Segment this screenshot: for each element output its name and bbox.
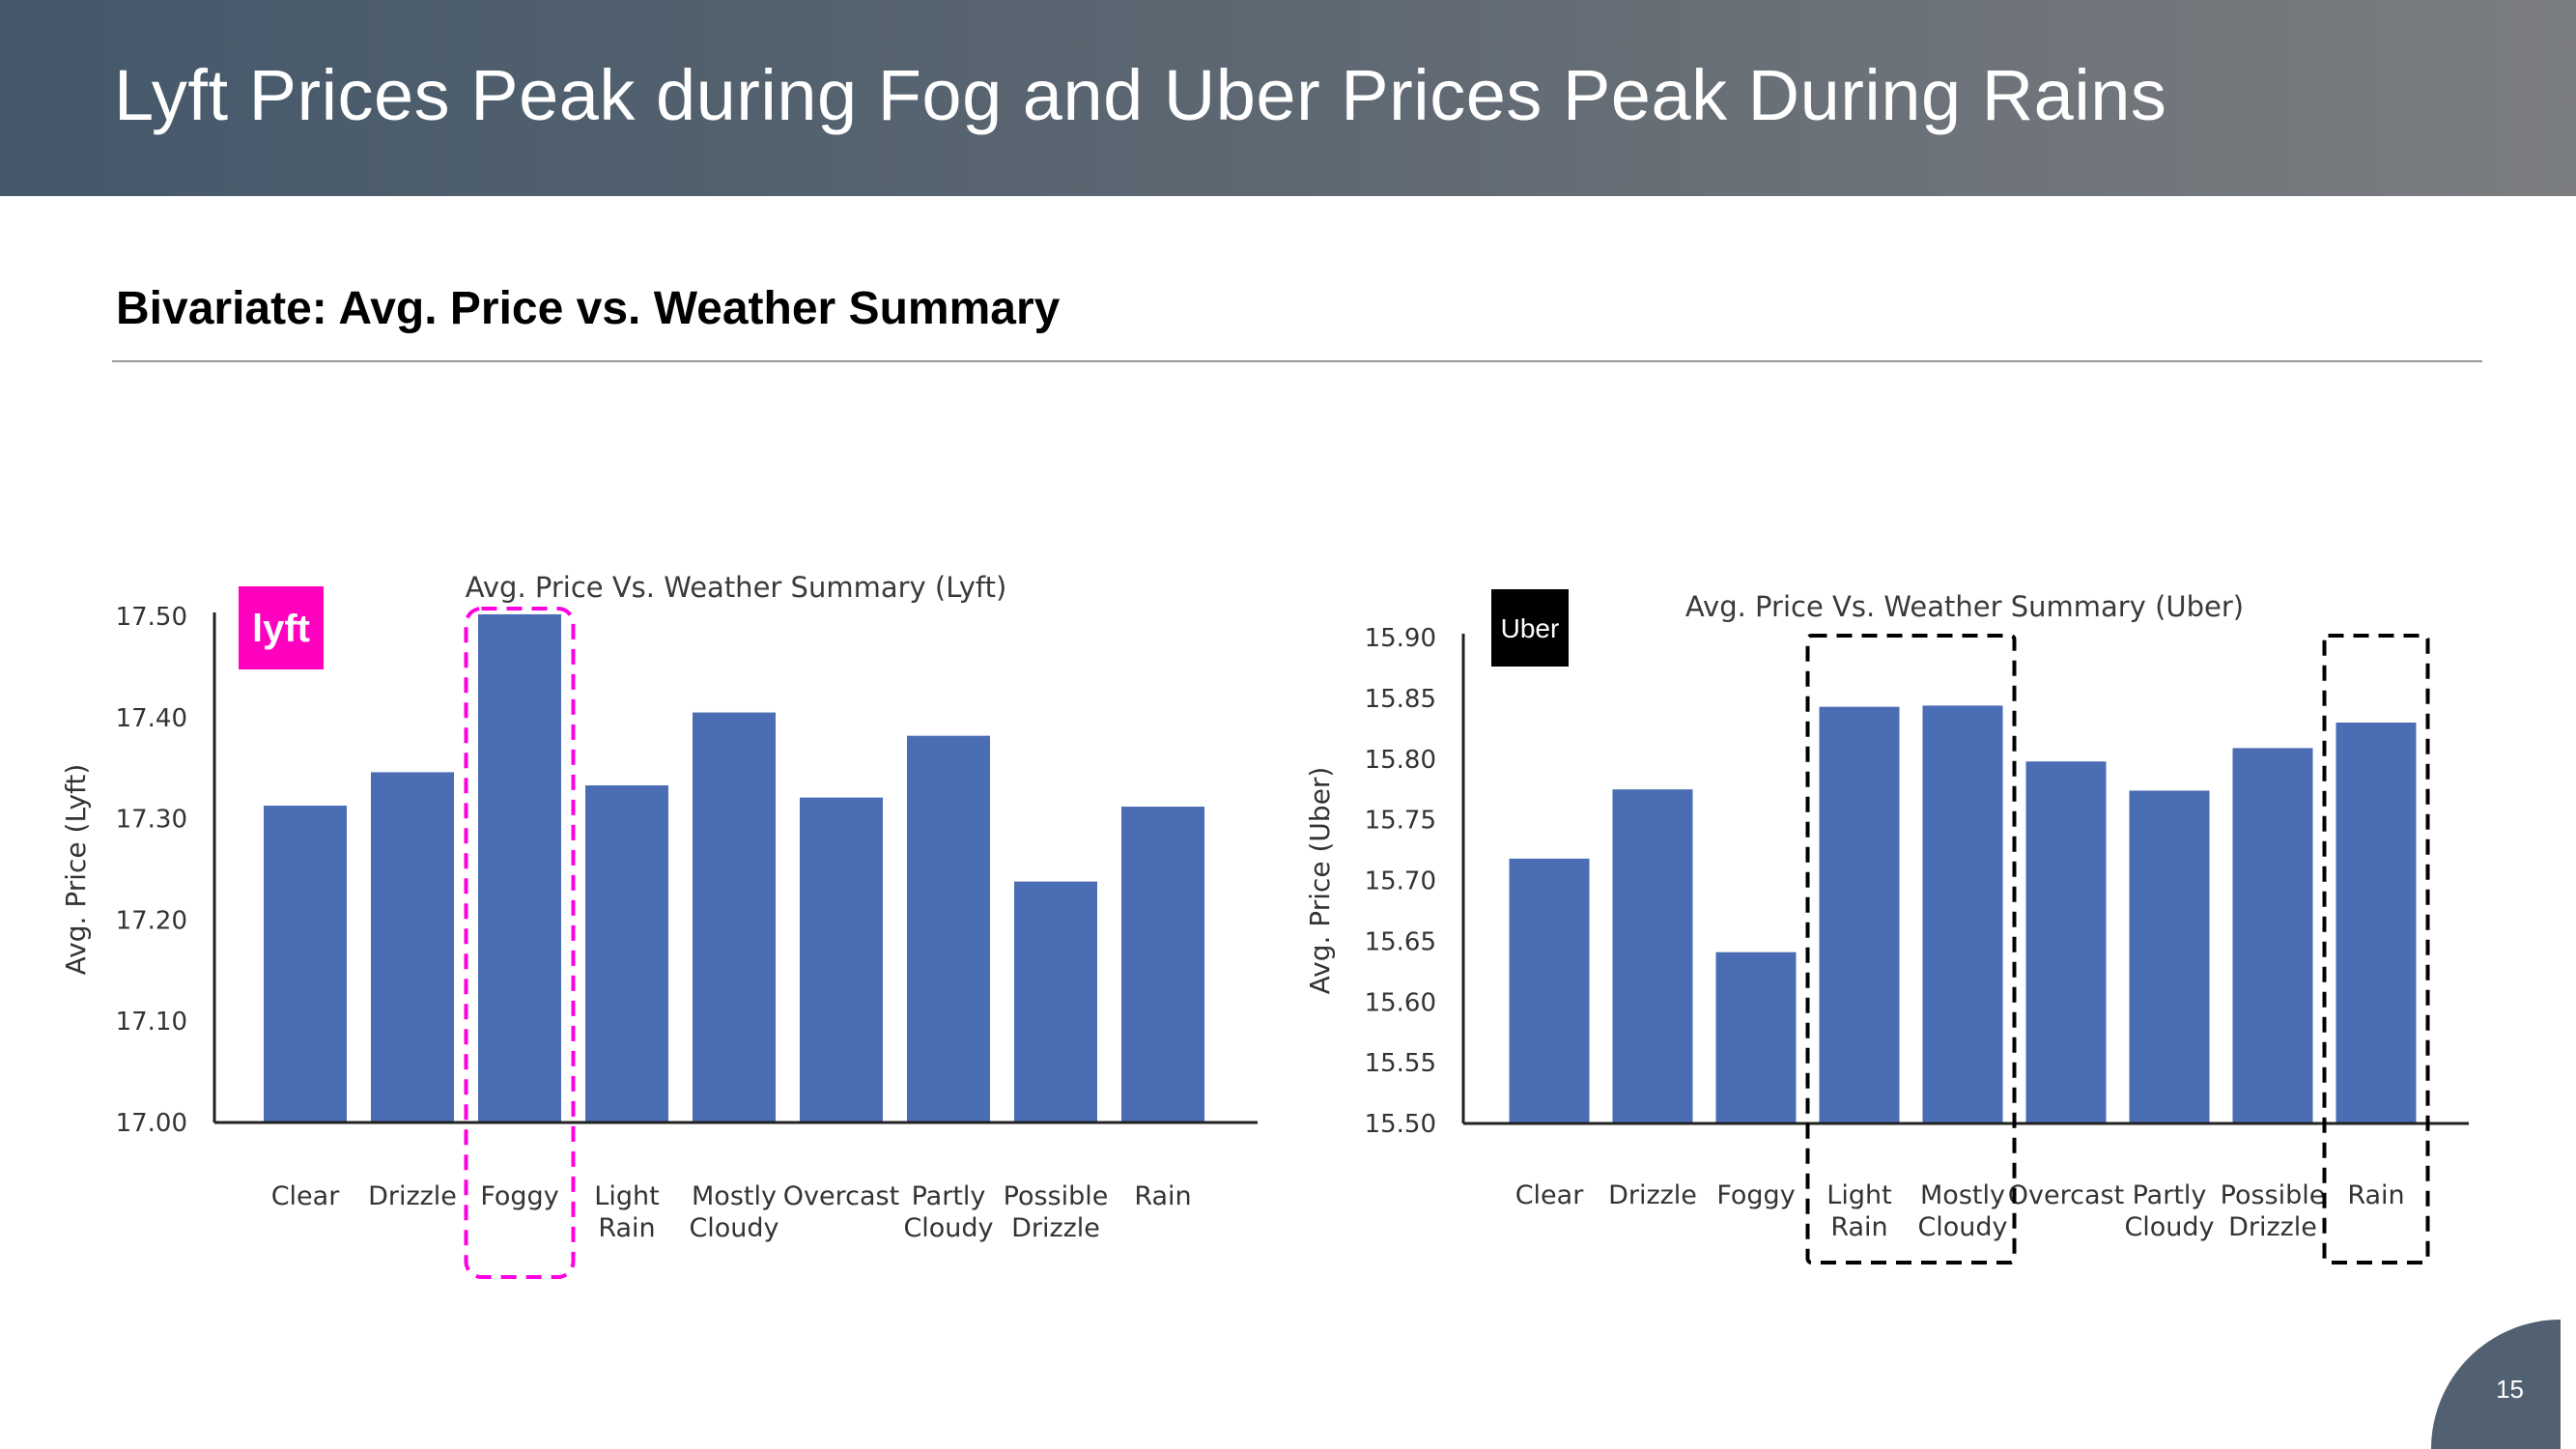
slide-title: Lyft Prices Peak during Fog and Uber Pri… bbox=[114, 55, 2167, 135]
x-tick-label: Clear bbox=[1515, 1180, 1585, 1210]
x-tick-label: Foggy bbox=[1716, 1180, 1795, 1210]
x-tick-label: Light Rain bbox=[1826, 1180, 1891, 1242]
y-tick-label: 15.70 bbox=[1365, 867, 1436, 896]
slide-subtitle: Bivariate: Avg. Price vs. Weather Summar… bbox=[116, 283, 1061, 334]
y-axis-label: Avg. Price (Uber) bbox=[1304, 767, 1336, 995]
page-number: 15 bbox=[2496, 1375, 2524, 1404]
bar-light-rain bbox=[1819, 706, 1900, 1123]
highlight-box bbox=[464, 607, 576, 1279]
x-tick-label: Partly Cloudy bbox=[2124, 1180, 2214, 1242]
bar-drizzle bbox=[371, 772, 454, 1122]
x-tick-label: Mostly Cloudy bbox=[689, 1181, 778, 1243]
y-tick-label: 17.30 bbox=[116, 806, 187, 835]
y-tick-label: 15.55 bbox=[1365, 1049, 1436, 1078]
bar-clear bbox=[264, 805, 347, 1122]
x-tick-label: Possible Drizzle bbox=[2221, 1180, 2326, 1242]
x-tick-label: Rain bbox=[2347, 1180, 2404, 1210]
logo-text: Uber bbox=[1501, 613, 1560, 643]
y-tick-label: 17.40 bbox=[116, 704, 187, 733]
divider bbox=[112, 360, 2482, 362]
y-tick-label: 15.75 bbox=[1365, 807, 1436, 836]
y-tick-label: 17.20 bbox=[116, 906, 187, 935]
bar-partly-cloudy bbox=[907, 735, 990, 1122]
bar-mostly-cloudy bbox=[1922, 705, 2003, 1123]
uber-chart-svg: Avg. Price Vs. Weather Summary (Uber) Avg… bbox=[1304, 589, 2469, 1264]
uber-logo-icon bbox=[1491, 589, 1569, 667]
y-tick-label: 15.90 bbox=[1365, 624, 1436, 653]
y-axis-label: Avg. Price (Lyft) bbox=[60, 764, 92, 976]
bar-possible-drizzle bbox=[1014, 881, 1097, 1122]
bar-mostly-cloudy bbox=[693, 712, 776, 1122]
y-tick-label: 17.50 bbox=[116, 603, 187, 632]
lyft-price-chart: Avg. Price Vs. Weather Summary (Lyft) Avg… bbox=[39, 541, 1275, 1285]
bar-foggy bbox=[478, 613, 561, 1122]
bar-overcast bbox=[800, 797, 883, 1122]
bar-partly-cloudy bbox=[2129, 790, 2210, 1123]
y-tick-label: 17.00 bbox=[116, 1109, 187, 1138]
highlight-box bbox=[1805, 634, 2017, 1264]
x-tick-label: Foggy bbox=[480, 1181, 558, 1211]
bar-foggy bbox=[1715, 952, 1797, 1123]
y-tick-label: 15.60 bbox=[1365, 988, 1436, 1017]
x-tick-label: Light Rain bbox=[594, 1181, 659, 1243]
bar-clear bbox=[1509, 858, 1590, 1123]
bar-rain bbox=[2335, 723, 2417, 1123]
bar-rain bbox=[1121, 807, 1204, 1122]
lyft-chart-svg: Avg. Price Vs. Weather Summary (Lyft) Avg… bbox=[60, 571, 1258, 1279]
y-tick-label: 17.10 bbox=[116, 1008, 187, 1037]
x-tick-label: Clear bbox=[271, 1181, 341, 1211]
highlight-box bbox=[2322, 634, 2430, 1264]
page-number-tab: 15 bbox=[2431, 1320, 2561, 1449]
bar-possible-drizzle bbox=[2232, 748, 2313, 1123]
chart-title: Avg. Price Vs. Weather Summary (Uber) bbox=[1685, 590, 2244, 623]
bar-drizzle bbox=[1612, 789, 1693, 1123]
x-tick-label: Mostly Cloudy bbox=[1917, 1180, 2007, 1242]
bar-light-rain bbox=[585, 785, 668, 1122]
chart-title: Avg. Price Vs. Weather Summary (Lyft) bbox=[466, 571, 1007, 604]
x-tick-label: Partly Cloudy bbox=[903, 1181, 993, 1243]
y-tick-label: 15.65 bbox=[1365, 927, 1436, 956]
y-tick-label: 15.50 bbox=[1365, 1110, 1436, 1139]
logo-text: lyft bbox=[252, 608, 310, 650]
x-tick-label: Overcast bbox=[2008, 1180, 2124, 1210]
x-tick-label: Possible Drizzle bbox=[1004, 1181, 1109, 1243]
uber-price-chart: Avg. Price Vs. Weather Summary (Uber) Avg… bbox=[1294, 541, 2531, 1285]
x-tick-label: Drizzle bbox=[1608, 1180, 1697, 1210]
x-tick-label: Rain bbox=[1134, 1181, 1191, 1211]
y-tick-label: 15.80 bbox=[1365, 746, 1436, 775]
x-tick-label: Drizzle bbox=[368, 1181, 457, 1211]
title-bar: Lyft Prices Peak during Fog and Uber Pri… bbox=[0, 0, 2576, 196]
y-tick-label: 15.85 bbox=[1365, 685, 1436, 714]
lyft-logo-icon bbox=[239, 586, 324, 669]
bar-overcast bbox=[2025, 761, 2107, 1123]
x-tick-label: Overcast bbox=[783, 1181, 899, 1211]
